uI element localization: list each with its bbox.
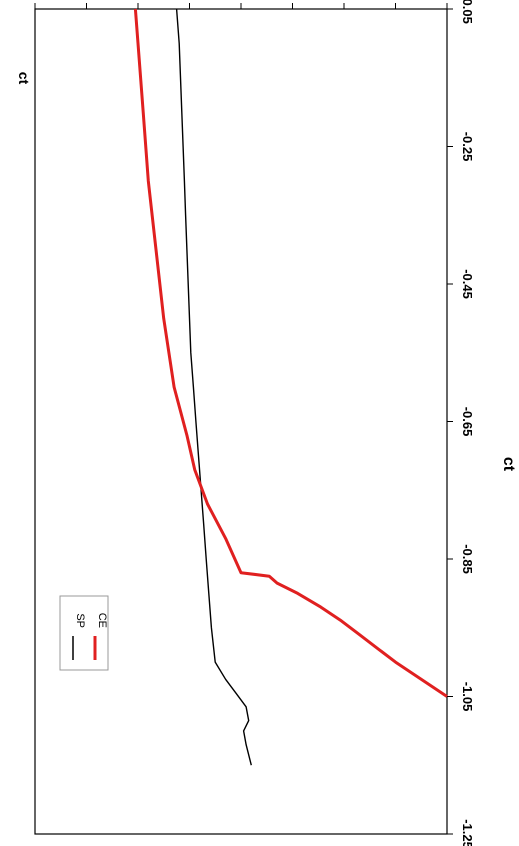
- legend: SP CE: [59, 595, 109, 671]
- x-tick-label: -0.45: [460, 269, 475, 299]
- chart-title: ct: [500, 457, 517, 472]
- x-tick-label: -0.05: [460, 0, 475, 24]
- y-axis: 00.20.40.60.811.21.41.6: [34, 3, 448, 9]
- series-line-ce: [133, 8, 448, 698]
- legend-label-sp: SP: [74, 613, 86, 628]
- series-line-sp: [175, 8, 252, 766]
- x-axis: -1.25 -1.05 -0.85 -0.65 -0.45 -0.25 -0.05: [447, 0, 475, 846]
- rotated-chart-group: ct ct -1.25 -1.05 -0.85 -0.65 -0.45 -0.25 -0.0…: [16, 0, 517, 846]
- plot-frame: [34, 8, 448, 835]
- x-tick-label: -0.65: [460, 407, 475, 437]
- x-tick-label: -0.85: [460, 544, 475, 574]
- x-tick-label: -1.25: [460, 819, 475, 846]
- series-layer: [133, 8, 448, 766]
- x-tick-label: -1.05: [460, 682, 475, 712]
- legend-label-ce: CE: [96, 613, 108, 628]
- legend-box: [59, 595, 109, 671]
- y-axis-title: ct: [16, 72, 32, 85]
- x-tick-label: -0.25: [460, 132, 475, 162]
